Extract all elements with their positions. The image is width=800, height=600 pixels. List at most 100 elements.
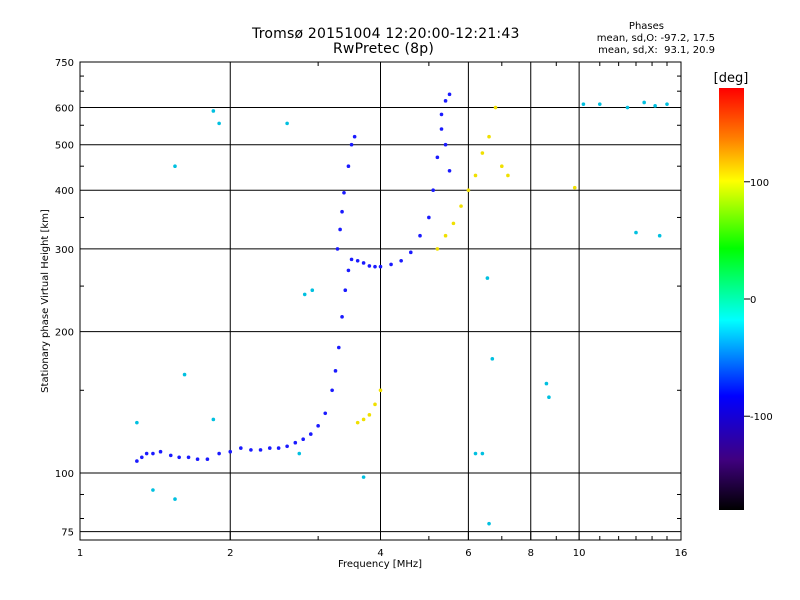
echo-point xyxy=(330,388,334,393)
echo-point xyxy=(439,112,444,117)
x-axis-label: Frequency [MHz] xyxy=(338,559,422,570)
echo-point xyxy=(239,446,243,450)
echo-point xyxy=(373,402,377,407)
y-tick-label: 200 xyxy=(55,328,74,339)
echo-point xyxy=(361,475,366,479)
chart-subtitle: RwPretec (8p) xyxy=(333,41,435,57)
colorbar-tick-label: 100 xyxy=(750,178,769,189)
y-tick-label: 300 xyxy=(55,245,74,256)
echo-point xyxy=(581,102,586,106)
echo-point xyxy=(399,259,403,263)
echo-point xyxy=(285,121,289,126)
echo-point xyxy=(487,521,491,526)
grid xyxy=(80,62,681,540)
echo-point xyxy=(343,288,348,293)
stats-line-o: mean, sd,O: -97.2, 17.5 xyxy=(596,33,715,44)
echo-point xyxy=(211,417,216,422)
echo-point xyxy=(267,446,272,450)
stats-heading: Phases xyxy=(628,21,664,32)
y-tick-label: 500 xyxy=(55,141,74,152)
echo-point xyxy=(276,446,281,450)
echo-point xyxy=(173,164,177,168)
echo-point xyxy=(466,188,471,193)
echo-point xyxy=(642,100,646,105)
echo-point xyxy=(168,453,173,458)
echo-point xyxy=(439,127,444,131)
echo-point xyxy=(480,451,485,456)
echo-point xyxy=(653,104,657,108)
echo-point xyxy=(427,215,431,220)
stats-line-x: mean, sd,X: 93.1, 20.9 xyxy=(598,45,715,56)
echo-point xyxy=(473,173,478,178)
echo-point xyxy=(500,164,504,168)
echo-point xyxy=(361,261,366,265)
colorbar-tick-label: 0 xyxy=(750,295,756,306)
echo-point xyxy=(657,233,662,238)
echo-point xyxy=(373,264,377,269)
echo-point xyxy=(293,440,298,445)
echo-point xyxy=(361,417,366,422)
echo-point xyxy=(323,411,328,416)
echo-point xyxy=(389,262,393,267)
echo-point xyxy=(310,288,315,293)
echo-point xyxy=(547,395,551,400)
echo-point xyxy=(285,444,289,449)
echo-point xyxy=(378,388,383,393)
x-tick-label: 6 xyxy=(465,548,471,559)
colorbar-tick-label: -100 xyxy=(750,412,773,423)
y-axis-label: Stationary phase Virtual Height [km] xyxy=(40,209,51,393)
echo-point xyxy=(186,455,191,460)
echo-point xyxy=(177,455,181,460)
echo-point xyxy=(135,420,139,425)
echo-point xyxy=(378,264,383,269)
echo-point xyxy=(182,372,187,377)
echo-point xyxy=(140,455,144,460)
echo-point xyxy=(349,142,354,147)
echo-point xyxy=(217,451,221,456)
echo-point xyxy=(443,99,448,103)
echo-point xyxy=(173,497,177,501)
echo-point xyxy=(195,457,200,461)
echo-point xyxy=(308,432,313,436)
y-tick-label: 400 xyxy=(55,186,74,197)
x-tick-label: 8 xyxy=(528,548,534,559)
x-tick-label: 16 xyxy=(675,548,688,559)
echo-point xyxy=(431,188,435,193)
echo-point xyxy=(340,315,344,319)
echo-point xyxy=(346,164,351,168)
echo-point xyxy=(487,134,491,139)
x-tick-label: 10 xyxy=(573,548,586,559)
y-tick-label: 100 xyxy=(55,469,74,480)
echo-point xyxy=(338,227,342,232)
y-tick-label: 75 xyxy=(61,528,74,539)
echo-point xyxy=(333,369,338,373)
echo-point xyxy=(367,264,372,268)
echo-point xyxy=(572,185,577,190)
echo-point xyxy=(435,155,440,160)
echo-point xyxy=(447,92,452,97)
echo-point xyxy=(297,451,302,456)
echo-point xyxy=(135,459,139,463)
x-tick-label: 2 xyxy=(227,548,233,559)
y-tick-label: 750 xyxy=(55,58,74,69)
echo-point xyxy=(346,268,351,273)
x-tick-label: 4 xyxy=(377,548,383,559)
echo-point xyxy=(367,413,372,417)
echo-point xyxy=(211,109,216,113)
echo-point xyxy=(490,357,495,361)
echo-point xyxy=(355,420,360,425)
echo-point xyxy=(408,250,413,255)
echo-point xyxy=(506,173,510,178)
echo-point xyxy=(342,190,346,195)
echo-point xyxy=(335,247,340,251)
echo-point xyxy=(355,259,360,263)
echo-point xyxy=(544,381,549,386)
echo-point xyxy=(459,204,463,208)
colorbar xyxy=(719,88,744,510)
echo-point xyxy=(493,105,498,110)
echo-point xyxy=(443,233,448,238)
axes: 1 2 4 6 8 10 16 75 100 200 300 400 500 600 750 xyxy=(55,58,687,559)
echo-point xyxy=(249,448,253,452)
